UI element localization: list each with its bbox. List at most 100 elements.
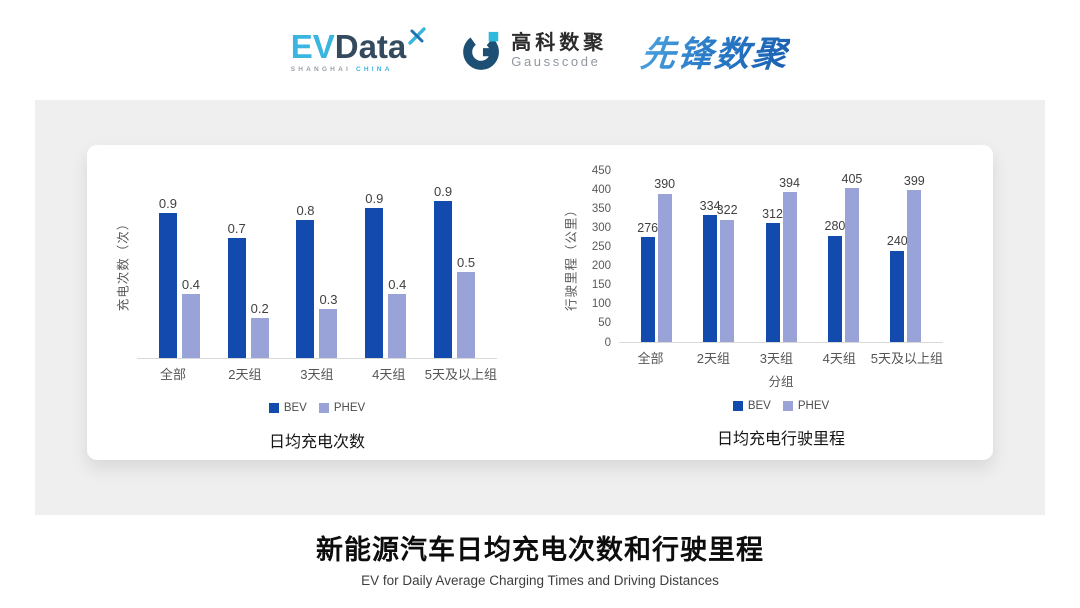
bar-value-label: 240: [886, 234, 908, 249]
gausscode-en-text: Gausscode: [511, 54, 601, 70]
bar-value-label: 399: [903, 173, 925, 188]
bar-phev: 394: [779, 177, 800, 342]
gausscode-cn-text: 高科数聚: [511, 32, 608, 55]
chart-plot-area: 行驶里程（公里） 0 50 100 150 200 250 300 350 400 450 276…: [559, 165, 993, 348]
y-axis-label: 行驶里程（公里）: [564, 202, 579, 312]
poster-title: 新能源汽车日均充电次数和行驶里程: [316, 535, 764, 565]
xianfeng-logo: 先锋数聚: [639, 26, 792, 77]
bar-value-label: 0.2: [250, 300, 269, 316]
bar-value-label: 0.5: [457, 254, 476, 270]
legend-label: PHEV: [333, 402, 366, 414]
y-tick-label: 50: [598, 317, 611, 330]
bar-group-2: 334 322: [687, 171, 749, 342]
y-tick-label: 300: [591, 221, 611, 234]
bar-value-label: 312: [762, 206, 783, 221]
legend-item-bev: BEV: [732, 400, 771, 412]
bar-value-label: 0.3: [319, 292, 338, 308]
bar-value-label: 276: [637, 220, 659, 235]
bar-value-label: 0.4: [181, 276, 200, 292]
x-axis-label: 分组: [768, 375, 794, 389]
bar-group-3: 0.8 0.3: [283, 169, 352, 358]
bar-bev: 0.8: [296, 204, 315, 358]
bar-phev: 0.4: [388, 278, 406, 358]
bar-phev: 399: [904, 175, 925, 342]
gausscode-logo: 高科数聚 Gausscode: [461, 30, 607, 72]
bar-bev: 0.9: [365, 192, 383, 358]
xianfeng-text: 先锋数聚: [639, 26, 792, 77]
plot: 276 390 334 322 312 394 280 405 240 399: [619, 171, 943, 343]
category-label: 4天组: [822, 351, 856, 366]
y-tick-label: 0: [604, 336, 611, 349]
legend-label: PHEV: [797, 400, 830, 412]
y-tick-label: 200: [591, 259, 611, 272]
category-axis: 全部 2天组 3天组 4天组 5天及以上组: [137, 364, 497, 383]
poster-subtitle: EV for Daily Average Charging Times and …: [361, 573, 719, 588]
bar-phev: 0.4: [182, 278, 200, 358]
chart-below-area: 全部 2天组 3天组 4天组 5天及以上组 分组 BEV PHEV 日均充电行驶里程: [619, 343, 943, 449]
legend-swatch: [318, 403, 329, 413]
category-label: 4天组: [372, 367, 406, 382]
bar-value-label: 0.8: [296, 202, 315, 218]
bar-value-label: 390: [654, 177, 676, 192]
bar-group-4: 280 405: [812, 171, 874, 342]
bar-value-label: 0.7: [227, 221, 246, 237]
bar-bev: 312: [762, 208, 783, 342]
bar-phev: 390: [654, 178, 675, 342]
category-label: 2天组: [228, 367, 262, 382]
category-label: 3天组: [300, 367, 334, 382]
bar-group-4: 0.9 0.4: [351, 169, 420, 358]
legend-swatch: [732, 401, 743, 411]
bar-phev: 0.5: [457, 256, 475, 358]
legend-swatch: [268, 403, 279, 413]
evdata-data-text: Data: [334, 27, 407, 65]
category-label: 全部: [159, 367, 186, 382]
evdata-wordmark: EV Data: [290, 26, 428, 65]
category-label: 全部: [637, 351, 664, 366]
legend-label: BEV: [283, 402, 307, 414]
y-axis-label-wrap: 行驶里程（公里）: [559, 171, 581, 343]
legend: BEV PHEV: [137, 402, 497, 414]
chart-title: 日均充电次数: [268, 434, 365, 451]
bar-phev: 405: [841, 173, 862, 342]
bar-value-label: 394: [779, 175, 800, 190]
legend-item-phev: PHEV: [782, 400, 830, 412]
footer: 新能源汽车日均充电次数和行驶里程 EV for Daily Average Ch…: [0, 528, 1080, 588]
bar-value-label: 322: [716, 203, 738, 218]
category-label: 2天组: [696, 351, 731, 366]
chart-title: 日均充电行驶里程: [716, 431, 845, 448]
evdata-star-icon: [408, 26, 426, 45]
bar-value-label: 0.9: [158, 195, 177, 211]
bar-bev: 0.9: [159, 197, 177, 358]
category-label: 5天及以上组: [870, 351, 943, 366]
bar-value-label: 0.9: [365, 190, 384, 206]
bar-value-label: 334: [699, 198, 721, 213]
y-axis-ticks: 0 50 100 150 200 250 300 350 400 450: [581, 165, 611, 348]
category-label: 5天及以上组: [424, 367, 497, 382]
y-axis-label-wrap: 充电次数（次）: [107, 169, 137, 359]
y-tick-label: 100: [591, 298, 611, 311]
legend: BEV PHEV: [619, 400, 943, 412]
bar-bev: 0.9: [434, 185, 452, 358]
charts-card: 充电次数（次） 0.9 0.4 0.7 0.2 0.8 0.3 0.9 0.4 0.9 0.5 全…: [87, 145, 993, 460]
y-tick-label: 150: [591, 278, 611, 291]
bar-phev: 0.2: [251, 302, 269, 358]
chart-below-area: 全部 2天组 3天组 4天组 5天及以上组 BEV PHEV 日均充电次数: [137, 359, 497, 452]
gausscode-g-icon: [463, 31, 500, 70]
logo-row: EV Data SHANGHAI CHINA 高科数聚 Gausscode: [0, 20, 1080, 82]
evdata-ev-text: EV: [290, 27, 335, 65]
category-label: 3天组: [759, 351, 793, 366]
y-tick-label: 350: [591, 202, 611, 215]
bar-value-label: 405: [841, 171, 863, 186]
bar-bev: 240: [887, 235, 908, 342]
bar-group-1: 0.9 0.4: [145, 169, 214, 358]
y-tick-label: 400: [591, 183, 611, 196]
bar-bev: 276: [637, 222, 658, 342]
bar-bev: 334: [700, 200, 721, 342]
charging-times-chart: 充电次数（次） 0.9 0.4 0.7 0.2 0.8 0.3 0.9 0.4 0.9 0.5 全…: [87, 145, 557, 460]
evdata-tagline: SHANGHAI CHINA: [291, 66, 393, 73]
bar-bev: 280: [824, 220, 845, 342]
gausscode-text: 高科数聚 Gausscode: [511, 32, 607, 69]
bar-value-label: 0.4: [388, 276, 407, 292]
evdata-logo: EV Data SHANGHAI CHINA: [290, 26, 428, 73]
legend-item-phev: PHEV: [318, 402, 366, 414]
